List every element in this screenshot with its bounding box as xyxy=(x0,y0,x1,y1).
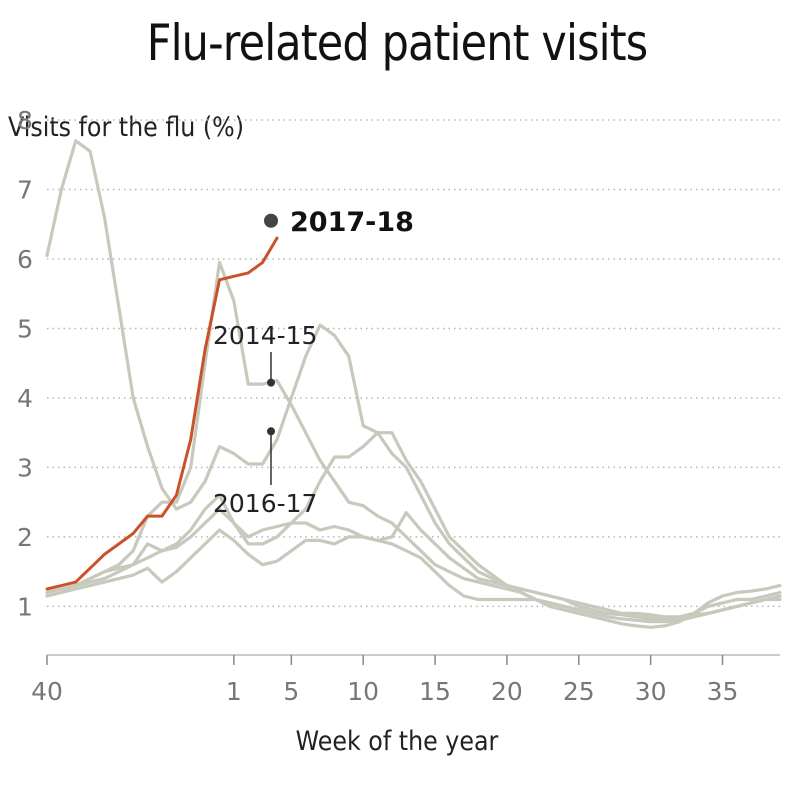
y-tick-label: 4 xyxy=(17,384,33,413)
y-tick-label: 7 xyxy=(17,175,33,204)
marker-2017-18 xyxy=(264,213,278,228)
gridlines xyxy=(47,119,780,608)
annotations: 2017-18 2014-15 2016-17 xyxy=(213,207,414,518)
x-tick-label: 20 xyxy=(491,677,523,706)
y-tick-label: 5 xyxy=(17,314,33,343)
series-line-2017-18 xyxy=(45,236,279,591)
series-line-2014-15 xyxy=(45,260,782,621)
x-tick-label: 30 xyxy=(635,677,667,706)
chart-title: Flu-related patient visits xyxy=(146,14,648,72)
x-tick-label: 35 xyxy=(707,677,739,706)
x-tick-label: 1 xyxy=(226,677,242,706)
series-line-3 xyxy=(45,139,782,629)
series-line-2016-17 xyxy=(45,431,782,622)
label-2014-15: 2014-15 xyxy=(213,321,317,350)
label-2017-18: 2017-18 xyxy=(290,207,414,238)
label-2016-17: 2016-17 xyxy=(213,489,317,518)
y-tick-label: 6 xyxy=(17,245,33,274)
y-tick-label: 2 xyxy=(17,523,33,552)
y-tick-label: 8 xyxy=(17,106,33,135)
x-tick-label: 5 xyxy=(283,677,299,706)
y-axis-label: Visits for the flu (%) xyxy=(8,112,245,143)
series-line-5 xyxy=(45,528,782,624)
x-tick-label: 25 xyxy=(563,677,595,706)
y-tick-label: 3 xyxy=(17,453,33,482)
series-line-4 xyxy=(45,507,782,619)
y-tick-label: 1 xyxy=(17,592,33,621)
x-axis-ticks: 40 1 5 10 15 20 25 30 35 xyxy=(31,654,780,706)
x-tick-label: 40 xyxy=(31,677,63,706)
x-tick-label: 15 xyxy=(419,677,451,706)
series-lines xyxy=(45,139,782,629)
x-tick-label: 10 xyxy=(347,677,379,706)
marker-2016-17 xyxy=(267,427,275,436)
marker-2014-15 xyxy=(267,378,275,387)
x-axis-label: Week of the year xyxy=(295,726,499,757)
y-axis-ticks: 1 2 3 4 5 6 7 8 xyxy=(17,106,33,621)
